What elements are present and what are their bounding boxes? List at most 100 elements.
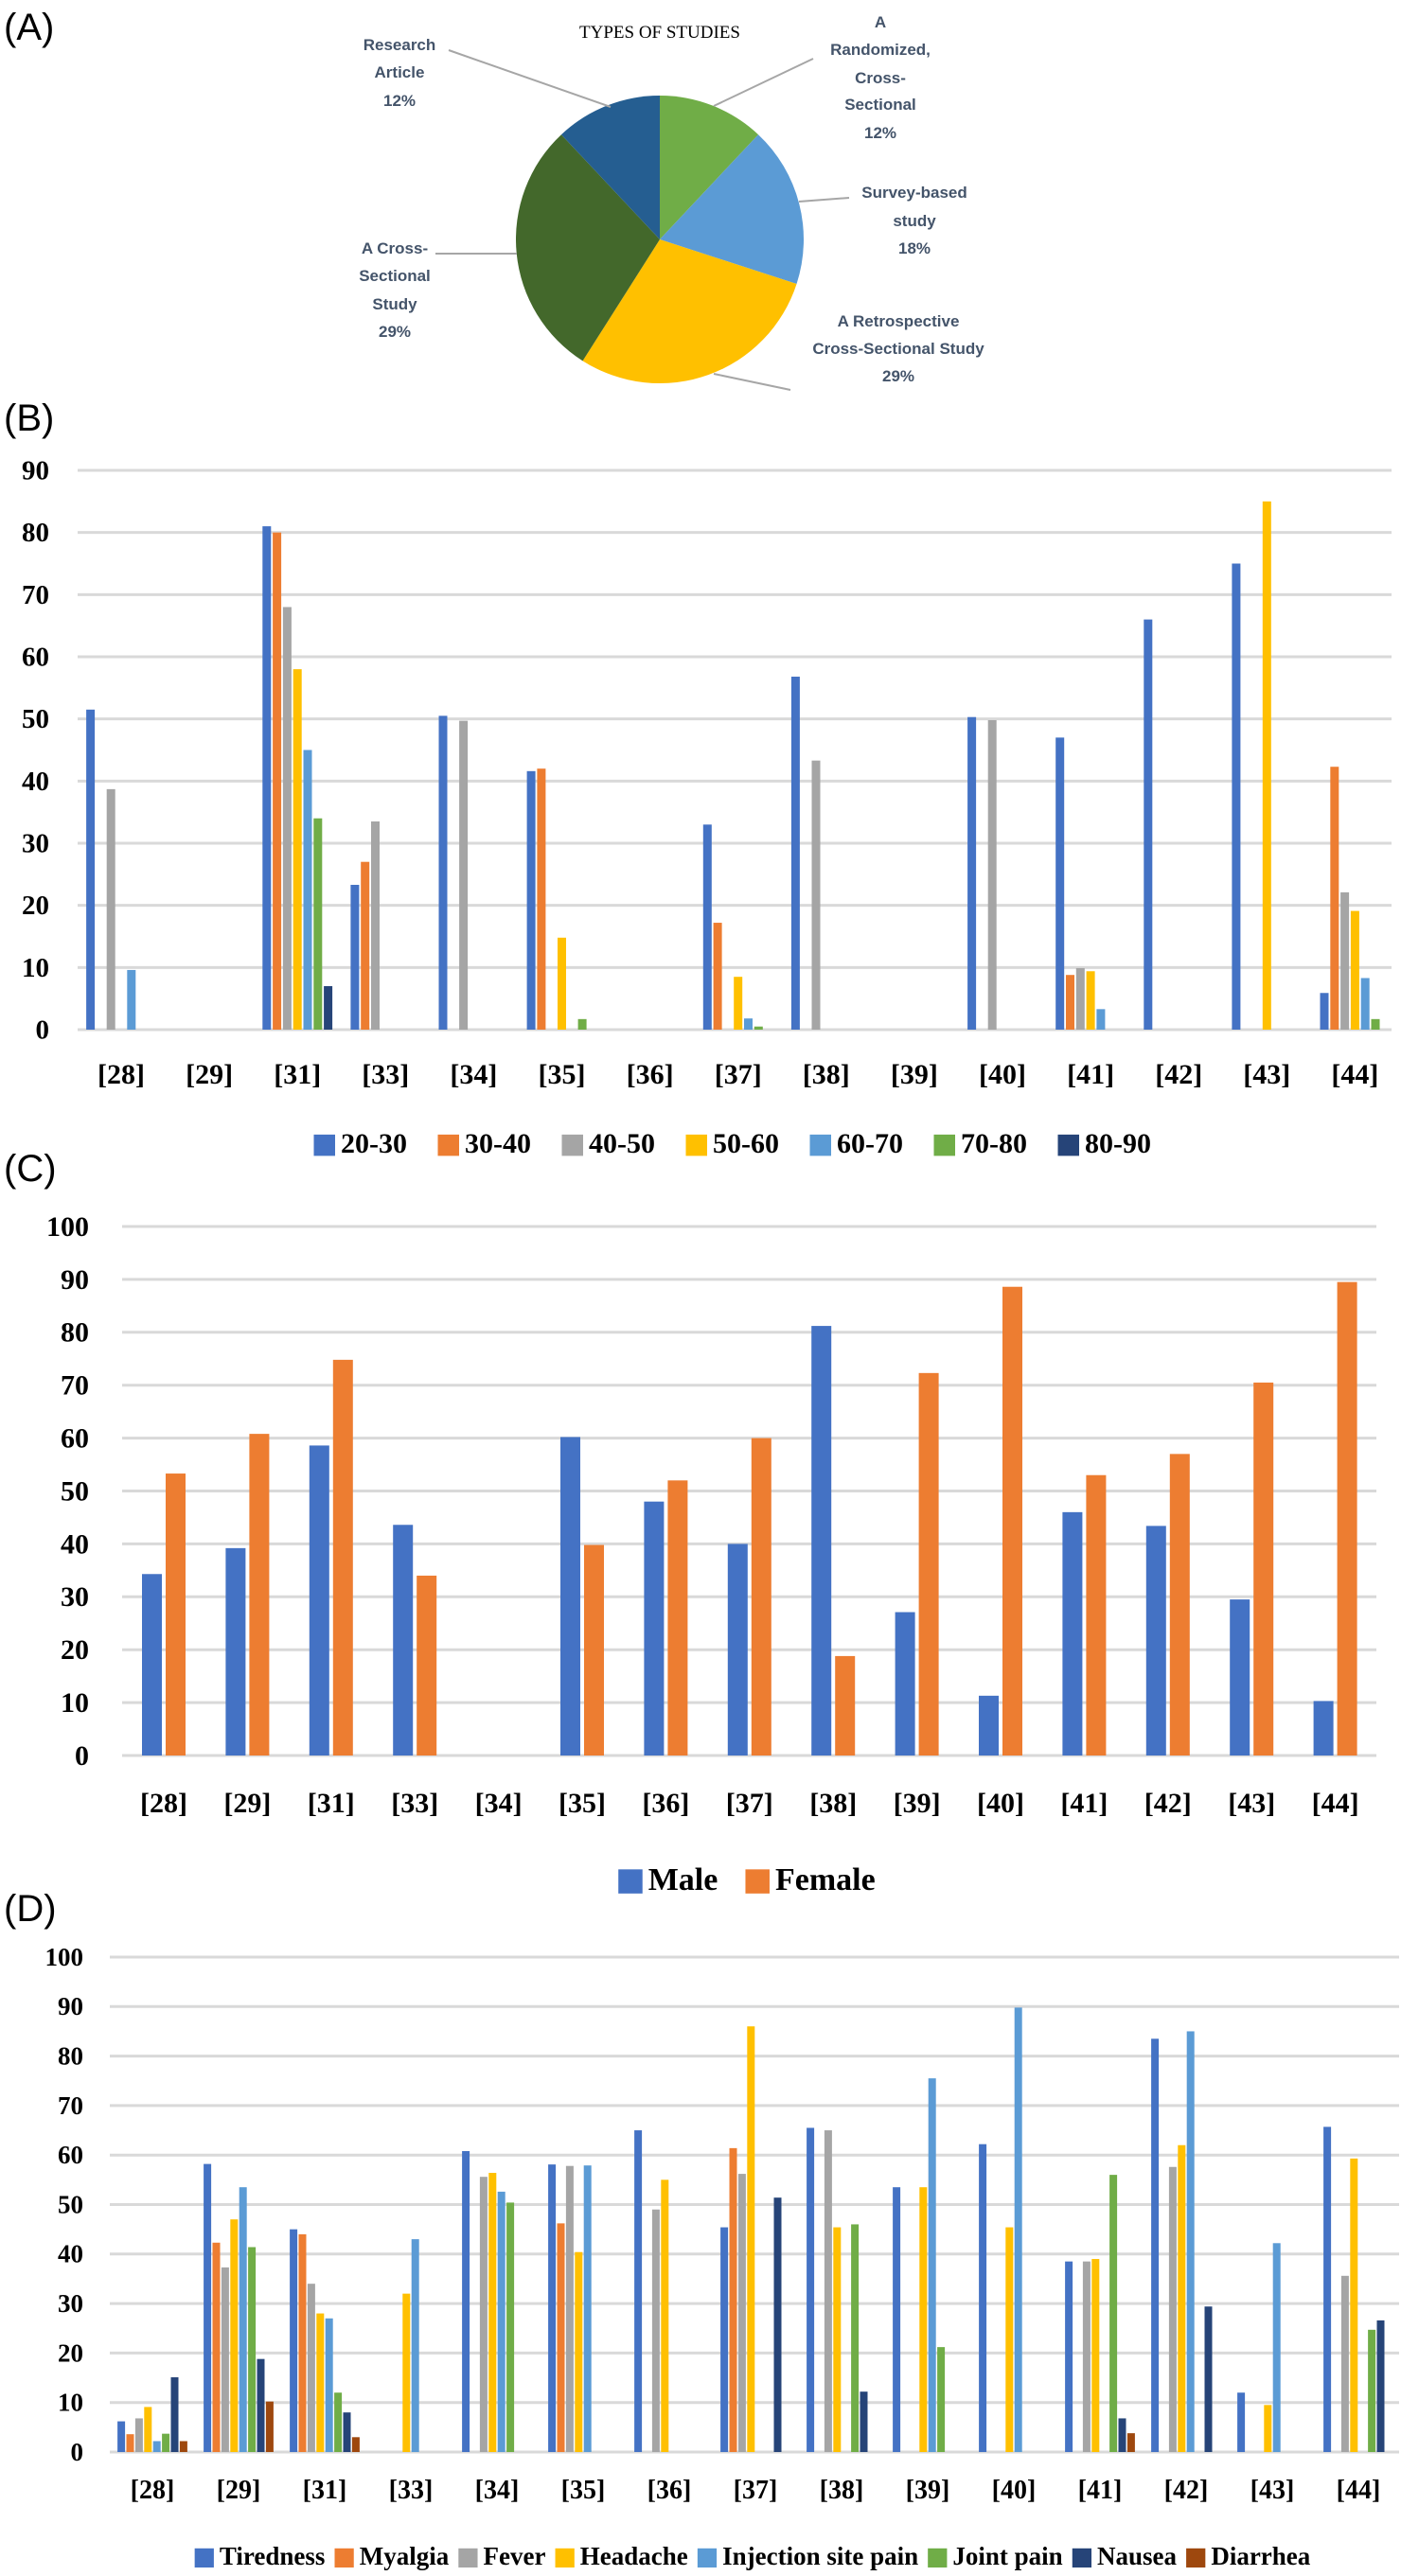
y-tick-label: 70 — [58, 2091, 83, 2120]
pie-slice — [660, 134, 804, 284]
bar — [350, 884, 360, 1030]
bar — [565, 2165, 574, 2452]
bar — [1272, 2243, 1281, 2452]
bar — [1169, 1454, 1190, 1756]
bar — [1055, 737, 1065, 1030]
y-tick-label: 80 — [22, 518, 49, 548]
bar — [919, 2187, 928, 2452]
slice-label: Survey-based — [861, 184, 967, 202]
bar — [162, 2433, 170, 2452]
x-tick-label: [39] — [894, 1788, 941, 1819]
bar — [807, 2127, 815, 2452]
x-tick-label: [35] — [539, 1059, 586, 1090]
panel-label: (D) — [4, 1888, 57, 1930]
x-tick-label: [31] — [274, 1059, 321, 1090]
bar — [928, 2078, 936, 2452]
legend-label: Nausea — [1097, 2542, 1178, 2570]
panel-label: (C) — [4, 1148, 57, 1190]
bar — [737, 2174, 746, 2452]
bar — [1262, 501, 1271, 1030]
bar — [1109, 2175, 1118, 2452]
slice-percent: 29% — [882, 367, 914, 385]
x-tick-label: [39] — [906, 2476, 950, 2505]
bar — [860, 2391, 868, 2452]
x-tick-label: [33] — [391, 1788, 438, 1819]
panel-label: (A) — [4, 7, 54, 48]
bar — [1350, 910, 1359, 1030]
bar — [1065, 2261, 1073, 2452]
x-tick-label: [34] — [450, 1059, 497, 1090]
bar — [713, 923, 722, 1030]
bar — [1368, 2329, 1376, 2452]
bar — [1168, 2166, 1177, 2452]
bar — [262, 526, 272, 1030]
slice-percent: 29% — [379, 323, 411, 341]
bar — [166, 1473, 186, 1756]
bar — [212, 2242, 221, 2452]
legend-swatch — [685, 1134, 707, 1156]
bar — [1232, 563, 1241, 1030]
bar — [1186, 2031, 1195, 2452]
y-tick-label: 70 — [61, 1370, 89, 1402]
legend-swatch — [561, 1134, 583, 1156]
x-tick-label: [38] — [809, 1788, 857, 1819]
bar — [334, 2392, 343, 2452]
bar — [651, 2209, 660, 2452]
legend-label: Male — [648, 1862, 718, 1897]
pie-slice — [660, 96, 759, 239]
legend-swatch — [1057, 1134, 1079, 1156]
bar — [727, 1544, 748, 1756]
bar — [332, 1359, 353, 1756]
bar — [1337, 1281, 1357, 1756]
x-tick-label: [41] — [1067, 1059, 1114, 1090]
slice-label: Research — [364, 36, 436, 54]
bar — [488, 2173, 497, 2452]
bar — [152, 2441, 161, 2452]
x-tick-label: [44] — [1337, 2476, 1381, 2505]
y-tick-label: 90 — [61, 1264, 89, 1296]
bar-chart-D: 0 10 20 30 40 50 60 70 80 90 100 [28] [29] [31] [33] [3… — [45, 1943, 1399, 2570]
bar — [835, 1655, 856, 1756]
legend-swatch — [933, 1134, 955, 1156]
bar — [1264, 2405, 1272, 2452]
bar — [811, 760, 821, 1030]
legend-swatch — [1072, 2548, 1092, 2568]
y-tick-label: 80 — [61, 1317, 89, 1349]
legend-label: 60-70 — [837, 1128, 903, 1159]
x-tick-label: [40] — [979, 1059, 1026, 1090]
y-tick-label: 30 — [22, 829, 49, 859]
bar — [824, 2130, 832, 2452]
slice-label: A Cross- — [362, 239, 428, 257]
bar — [343, 2412, 351, 2452]
bar — [751, 1438, 771, 1756]
bar — [754, 1026, 763, 1030]
legend-swatch — [437, 1134, 459, 1156]
bar — [293, 669, 302, 1030]
leader-line — [713, 373, 791, 391]
legend-label: Myalgia — [360, 2542, 450, 2570]
bar — [1145, 1526, 1166, 1756]
x-tick-label: [38] — [820, 2476, 864, 2505]
x-tick-label: [42] — [1164, 2476, 1209, 2505]
bar — [1253, 1382, 1274, 1756]
bar — [462, 2151, 470, 2452]
y-tick-label: 60 — [61, 1423, 89, 1455]
bar — [411, 2239, 419, 2452]
bar — [257, 2358, 265, 2452]
legend-label: Joint pain — [952, 2542, 1062, 2570]
pie-title: TYPES OF STUDIES — [579, 23, 740, 43]
legend: Tiredness Myalgia Fever Headache Injection s… — [194, 2542, 1311, 2570]
bar-chart-B: 0 10 20 30 40 50 60 70 80 90 [28] [29] [31] [33] [34] [… — [22, 456, 1392, 1159]
bar — [526, 770, 536, 1030]
bar — [811, 1326, 832, 1756]
bar — [1118, 2418, 1126, 2452]
slice-label: Cross- — [855, 69, 906, 87]
leader-line — [798, 197, 850, 203]
legend-swatch — [194, 2548, 214, 2568]
bar — [134, 2418, 143, 2452]
slice-label: Sectional — [844, 96, 916, 114]
bar — [1320, 993, 1329, 1030]
bar — [1096, 1009, 1106, 1030]
x-tick-label: [29] — [186, 1059, 233, 1090]
bar — [1204, 2306, 1213, 2452]
